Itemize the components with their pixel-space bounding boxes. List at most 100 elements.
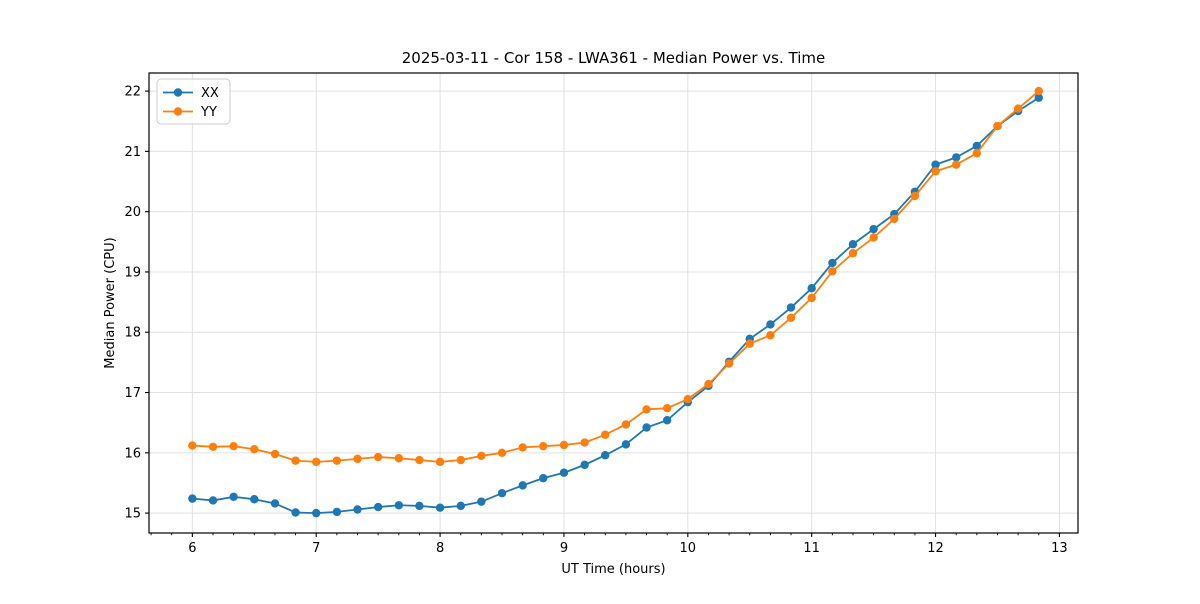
series-marker-xx	[972, 141, 982, 151]
series-marker-xx	[601, 451, 610, 460]
y-tick-label: 19	[124, 265, 141, 280]
y-tick-label: 17	[124, 386, 141, 401]
series-marker-yy	[662, 404, 672, 413]
series-marker-xx	[353, 505, 362, 514]
y-tick-label: 22	[124, 85, 141, 100]
y-tick-label: 21	[124, 145, 141, 160]
x-tick-label: 7	[312, 541, 320, 556]
series-marker-xx	[312, 508, 321, 518]
y-tick-label: 20	[124, 205, 141, 220]
series-marker-xx	[497, 489, 507, 498]
x-axis-label: UT Time (hours)	[561, 562, 665, 577]
x-tick-label: 13	[1051, 541, 1068, 556]
series-marker-xx	[559, 468, 569, 477]
legend-item-yy: YY	[163, 105, 217, 120]
series-marker-xx	[952, 153, 961, 162]
series-marker-xx	[477, 497, 486, 506]
legend-frame	[156, 78, 231, 125]
series-marker-yy	[1013, 104, 1023, 113]
series-marker-xx	[518, 481, 527, 490]
x-tick-label: 9	[560, 541, 568, 556]
x-tick-label: 12	[927, 541, 944, 556]
legend-label-xx: XX	[201, 86, 219, 101]
x-tick-label: 6	[188, 541, 196, 556]
series-marker-yy	[890, 214, 899, 224]
series-marker-yy	[869, 233, 878, 242]
series-marker-xx	[291, 508, 300, 517]
series-marker-xx	[415, 501, 424, 511]
series-marker-xx	[642, 423, 651, 432]
series-marker-yy	[952, 160, 961, 169]
series-marker-yy	[539, 441, 548, 451]
series-line-xx	[192, 96, 1040, 515]
series-marker-yy	[1034, 86, 1043, 96]
series-marker-xx	[373, 502, 383, 512]
legend-item-xx: XX	[163, 86, 219, 101]
series-marker-yy	[312, 457, 321, 467]
series-marker-yy	[229, 441, 238, 451]
series-marker-yy	[642, 405, 651, 414]
series-marker-xx	[869, 224, 878, 234]
series-marker-yy	[910, 191, 920, 201]
series-marker-yy	[972, 148, 982, 158]
series-marker-yy	[188, 441, 197, 450]
series-marker-xx	[580, 460, 589, 470]
series-marker-xx	[270, 499, 280, 508]
series-marker-yy	[580, 438, 589, 447]
legend-label-yy: YY	[200, 105, 217, 120]
series-marker-xx	[208, 496, 218, 505]
chart-title: 2025-03-11 - Cor 158 - LWA361 - Median P…	[402, 49, 826, 67]
series-marker-yy	[353, 454, 362, 464]
series-marker-yy	[848, 249, 858, 258]
legend: XX YY	[156, 78, 231, 125]
series-marker-yy	[456, 455, 465, 465]
series-marker-yy	[993, 121, 1002, 131]
series-marker-xx	[332, 507, 342, 517]
y-tick-label: 18	[124, 326, 141, 341]
x-tick-label: 11	[803, 541, 820, 556]
series-marker-xx	[250, 495, 259, 504]
series-marker-yy	[601, 430, 610, 439]
series-marker-yy	[373, 452, 383, 462]
series-line-yy	[192, 90, 1040, 463]
series-marker-xx	[456, 501, 465, 511]
series-marker-xx	[786, 303, 796, 312]
series-marker-yy	[807, 293, 816, 303]
series-marker-yy	[704, 379, 713, 389]
series-marker-yy	[497, 448, 507, 458]
y-tick-label: 15	[124, 507, 141, 522]
series-marker-yy	[415, 455, 424, 465]
series-marker-xx	[229, 492, 238, 502]
series-marker-yy	[786, 313, 796, 322]
series-marker-xx	[539, 473, 548, 483]
series-marker-yy	[766, 331, 775, 340]
series-marker-xx	[621, 440, 631, 449]
series-marker-yy	[724, 359, 734, 368]
series-marker-yy	[208, 442, 218, 451]
series-marker-xx	[828, 258, 837, 268]
series-marker-yy	[477, 451, 486, 461]
series-marker-yy	[291, 456, 300, 465]
y-tick-label: 16	[124, 446, 141, 461]
series-marker-yy	[931, 167, 940, 176]
series-marker-xx	[1034, 93, 1043, 102]
series-marker-yy	[828, 267, 837, 276]
legend-marker-icon-yy	[173, 107, 183, 116]
series-marker-xx	[188, 494, 197, 503]
series-marker-xx	[848, 240, 858, 249]
x-tick-label: 8	[436, 541, 444, 556]
series-marker-yy	[683, 394, 693, 404]
series-marker-yy	[745, 339, 754, 348]
series-marker-yy	[435, 457, 445, 467]
x-tick-label: 10	[680, 541, 697, 556]
plot-frame	[148, 72, 1079, 534]
series-marker-yy	[394, 454, 404, 463]
legend-marker-icon-xx	[173, 88, 183, 97]
series-marker-yy	[621, 420, 631, 429]
series-marker-yy	[332, 456, 342, 465]
series-marker-yy	[518, 443, 527, 452]
series-marker-xx	[394, 501, 404, 510]
series-marker-yy	[559, 440, 569, 450]
